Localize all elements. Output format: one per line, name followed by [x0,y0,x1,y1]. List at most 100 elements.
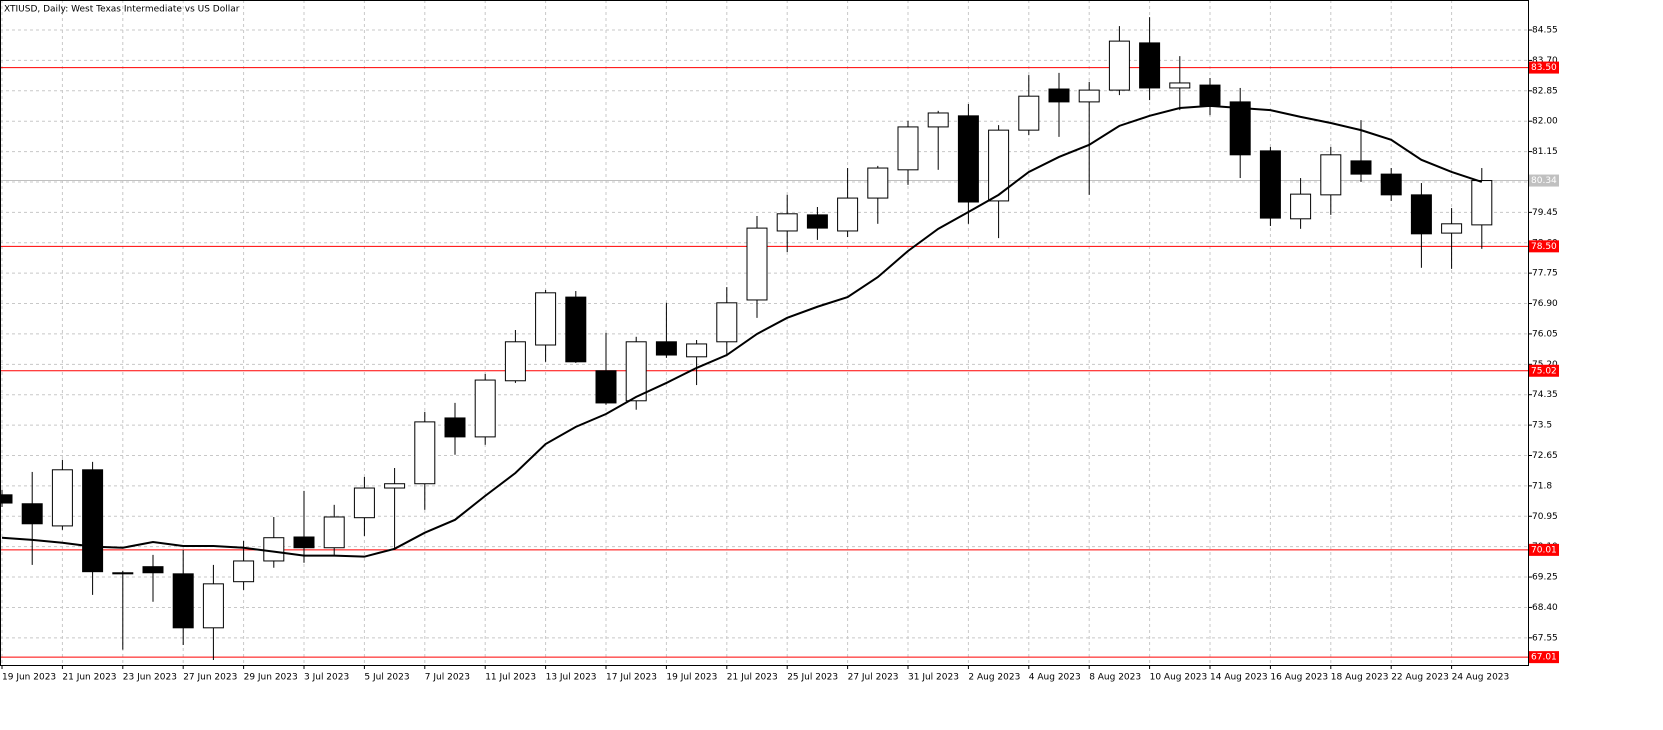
y-tick-label: 70.95 [1532,512,1558,522]
y-tick-label: 74.35 [1532,390,1558,400]
candle-body [1078,89,1100,103]
candle-body [1290,193,1312,220]
candle-body [1320,154,1342,196]
current-price-bg [1529,174,1559,187]
candle-body [1048,88,1070,103]
candle-body [867,167,889,199]
candle-body [1018,95,1040,131]
x-tick-label: 19 Jun 2023 [2,673,56,683]
candle-body [1199,84,1221,106]
candle-body [353,487,375,519]
candle-body [1169,82,1191,89]
candle-body [1350,160,1372,175]
candle-body [535,292,557,346]
candle-body [655,341,677,356]
candle-body [625,341,647,402]
x-tick-label: 7 Jul 2023 [425,673,470,683]
candle-body [82,469,104,573]
candle-body [323,516,345,549]
y-tick-label: 76.90 [1532,299,1558,309]
candle-body [746,227,768,301]
candle-body [474,379,496,438]
candle-body [1139,42,1161,89]
candle-body [1441,223,1463,234]
candle-body [293,536,315,549]
candle-body [384,483,406,489]
y-tick-label: 72.65 [1532,451,1558,461]
y-tick-label: 82.00 [1532,117,1558,127]
candle-body [1229,101,1251,156]
y-tick-label: 69.25 [1532,573,1558,583]
candle-body [957,115,979,203]
chart-title: XTIUSD, Daily: West Texas Intermediate v… [4,5,240,15]
y-tick-label: 73.5 [1532,421,1552,431]
level-label-bg [1529,61,1559,74]
current-price-label: 80.34 [1531,176,1557,186]
candle-body [1380,173,1402,196]
candle-body [1259,150,1281,219]
candle-body [263,537,285,562]
level-label: 67.01 [1531,653,1557,663]
candle-body [414,421,436,485]
candle-body [806,214,828,229]
y-tick-label: 67.55 [1532,633,1558,643]
candle-body [202,583,224,629]
candle-body [51,469,73,527]
candle-body [716,302,738,343]
grid [0,0,1528,665]
candle-body [776,213,798,232]
candles [0,17,1493,660]
candle-body [565,296,587,363]
x-tick-label: 24 Aug 2023 [1452,673,1510,683]
plot-frame [0,0,1529,666]
y-tick-label: 84.55 [1532,26,1558,36]
x-tick-label: 25 Jul 2023 [787,673,838,683]
x-tick-label: 21 Jul 2023 [727,673,778,683]
moving-average [1,104,1483,558]
y-tick-label: 83.70 [1532,56,1558,66]
x-tick-label: 18 Aug 2023 [1331,673,1389,683]
x-tick-label: 4 Aug 2023 [1029,673,1081,683]
candle-body [1410,194,1432,235]
x-tick-label: 27 Jul 2023 [848,673,899,683]
x-tick-label: 27 Jun 2023 [183,673,237,683]
x-tick-label: 5 Jul 2023 [364,673,409,683]
x-tick-label: 10 Aug 2023 [1150,673,1208,683]
y-tick-label: 82.85 [1532,86,1558,96]
candle-body [444,417,466,438]
x-tick-label: 17 Jul 2023 [606,673,657,683]
x-tick-label: 16 Aug 2023 [1270,673,1328,683]
x-tick-label: 13 Jul 2023 [546,673,597,683]
level-label: 75.02 [1531,366,1557,376]
y-tick-label: 77.75 [1532,269,1558,279]
y-tick-label: 71.8 [1532,481,1552,491]
candle-body [1108,40,1130,91]
level-label: 70.01 [1531,545,1557,555]
candle-body [927,112,949,128]
y-tick-label: 81.15 [1532,147,1558,157]
candle-body [233,560,255,583]
level-label-bg [1529,240,1559,253]
x-tick-label: 29 Jun 2023 [244,673,298,683]
level-label: 83.50 [1531,63,1557,73]
level-label: 78.50 [1531,242,1557,252]
level-label-bg [1529,364,1559,377]
candle-body [686,343,708,358]
candle-body [142,566,164,574]
candle-body [0,494,13,504]
level-label-bg [1529,651,1559,664]
candle-body [1471,180,1493,226]
x-tick-label: 14 Aug 2023 [1210,673,1268,683]
y-tick-label: 79.45 [1532,208,1558,218]
x-tick-label: 2 Aug 2023 [968,673,1020,683]
candle-body [504,341,526,382]
x-tick-label: 3 Jul 2023 [304,673,349,683]
x-tick-label: 22 Aug 2023 [1391,673,1449,683]
x-tick-label: 23 Jun 2023 [123,673,177,683]
axes: 84.5583.7082.8582.0081.1580.3079.4578.60… [1,26,1559,683]
x-tick-label: 8 Aug 2023 [1089,673,1141,683]
level-label-bg [1529,543,1559,556]
candle-body [897,126,919,171]
